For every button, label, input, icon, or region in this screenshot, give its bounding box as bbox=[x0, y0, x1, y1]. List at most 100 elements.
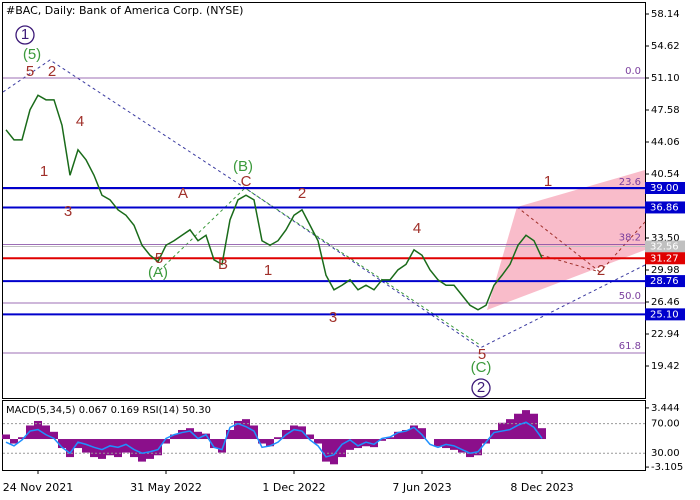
macd-bar bbox=[490, 429, 498, 440]
y-tick-label: 40.54 bbox=[651, 169, 680, 180]
wave-label: 3 bbox=[64, 203, 72, 220]
macd-bar bbox=[466, 439, 474, 458]
macd-bar bbox=[314, 439, 322, 444]
macd-bar bbox=[458, 439, 466, 453]
y-tick-label: 58.14 bbox=[651, 9, 680, 20]
level-label: 36.86 bbox=[650, 202, 679, 213]
level-box bbox=[645, 240, 685, 253]
y-tick-label: 51.10 bbox=[651, 73, 680, 84]
wave-label: 2 bbox=[597, 262, 605, 279]
wave-circle bbox=[15, 25, 35, 45]
macd-tick-label: -3.105 bbox=[651, 462, 683, 473]
level-box bbox=[645, 308, 685, 321]
wave-line bbox=[159, 187, 481, 346]
fib-label: 38.2 bbox=[619, 232, 641, 243]
macd-bar bbox=[530, 413, 538, 440]
macd-bar bbox=[10, 439, 18, 444]
rsi-tick-label: 70.00 bbox=[651, 419, 680, 430]
chart-title: #BAC, Daily: Bank of America Corp. (NYSE… bbox=[6, 4, 243, 17]
macd-bar bbox=[66, 439, 74, 458]
macd-bar bbox=[74, 439, 82, 449]
macd-bar bbox=[138, 439, 146, 462]
macd-bar bbox=[2, 434, 10, 440]
macd-bar bbox=[202, 433, 210, 440]
macd-bar bbox=[122, 439, 130, 453]
macd-bar bbox=[162, 439, 170, 444]
wave-label: 4 bbox=[413, 220, 421, 237]
rsi-line bbox=[5, 421, 543, 458]
macd-bar bbox=[418, 428, 426, 440]
level-box bbox=[645, 252, 685, 265]
level-label: 32.56 bbox=[650, 242, 679, 253]
macd-bar bbox=[234, 420, 242, 440]
wave-label: C bbox=[241, 173, 252, 190]
macd-bar bbox=[42, 425, 50, 440]
level-label: 28.76 bbox=[650, 276, 679, 287]
wave-label: 5 bbox=[26, 63, 34, 80]
macd-bar bbox=[106, 439, 114, 456]
fib-label: 23.6 bbox=[619, 177, 641, 188]
macd-bar bbox=[194, 431, 202, 440]
macd-bar bbox=[346, 439, 354, 450]
wave-circle bbox=[471, 378, 491, 398]
wave-label: A bbox=[178, 185, 188, 202]
macd-bar bbox=[258, 439, 266, 444]
rsi-tick-label: 30.00 bbox=[651, 448, 680, 459]
y-tick-label: 19.42 bbox=[651, 361, 680, 372]
macd-bar bbox=[514, 413, 522, 440]
y-tick-label: 54.62 bbox=[651, 41, 680, 52]
macd-bar bbox=[306, 434, 314, 440]
wave-label: (C) bbox=[471, 359, 492, 376]
macd-bar bbox=[130, 439, 138, 458]
level-box bbox=[645, 201, 685, 214]
main-panel bbox=[2, 2, 646, 399]
wave-label: (A) bbox=[148, 264, 168, 281]
macd-bar bbox=[290, 425, 298, 440]
macd-bar bbox=[266, 439, 274, 447]
macd-tick-label: 3.444 bbox=[651, 403, 680, 414]
wave-line bbox=[540, 221, 646, 273]
x-tick-label: 8 Dec 2023 bbox=[510, 481, 573, 494]
wave-label: 5 bbox=[155, 250, 163, 267]
level-label: 25.10 bbox=[650, 309, 679, 320]
macd-bar bbox=[354, 439, 362, 449]
wave-label: 4 bbox=[76, 113, 84, 130]
macd-bar bbox=[50, 431, 58, 440]
macd-bar bbox=[522, 410, 530, 440]
macd-bar bbox=[410, 425, 418, 440]
macd-bar bbox=[170, 434, 178, 440]
y-tick-label: 22.94 bbox=[651, 329, 680, 340]
macd-bar bbox=[26, 425, 34, 440]
macd-bar bbox=[394, 431, 402, 440]
wave-label: 1 bbox=[21, 26, 29, 43]
macd-bar bbox=[226, 429, 234, 440]
macd-bar bbox=[330, 439, 338, 465]
forecast-zone bbox=[487, 170, 645, 310]
wave-label: 2 bbox=[298, 185, 306, 202]
macd-bar bbox=[186, 428, 194, 440]
macd-bar bbox=[322, 439, 330, 462]
wave-label: (B) bbox=[233, 158, 253, 175]
macd-bar bbox=[450, 439, 458, 450]
x-tick-label: 31 May 2022 bbox=[130, 481, 202, 494]
macd-bar bbox=[402, 429, 410, 440]
wave-label: 1 bbox=[544, 173, 552, 190]
level-box bbox=[645, 182, 685, 194]
macd-bar bbox=[442, 439, 450, 449]
wave-label: B bbox=[218, 256, 228, 273]
wave-label: (5) bbox=[23, 46, 41, 63]
macd-bar bbox=[218, 439, 226, 453]
wave-label: 3 bbox=[329, 309, 337, 326]
macd-bar bbox=[210, 439, 218, 449]
y-tick-label: 47.58 bbox=[651, 105, 680, 116]
macd-bar bbox=[538, 428, 546, 440]
fib-label: 61.8 bbox=[619, 341, 641, 352]
indicator-label: MACD(5,34,5) 0.067 0.169 RSI(14) 50.30 bbox=[6, 405, 211, 416]
y-tick-label: 29.98 bbox=[651, 265, 680, 276]
wave-label: 2 bbox=[477, 379, 485, 396]
y-tick-label: 26.46 bbox=[651, 297, 680, 308]
macd-bar bbox=[18, 437, 26, 440]
price-line bbox=[5, 94, 543, 311]
macd-bar bbox=[274, 437, 282, 440]
